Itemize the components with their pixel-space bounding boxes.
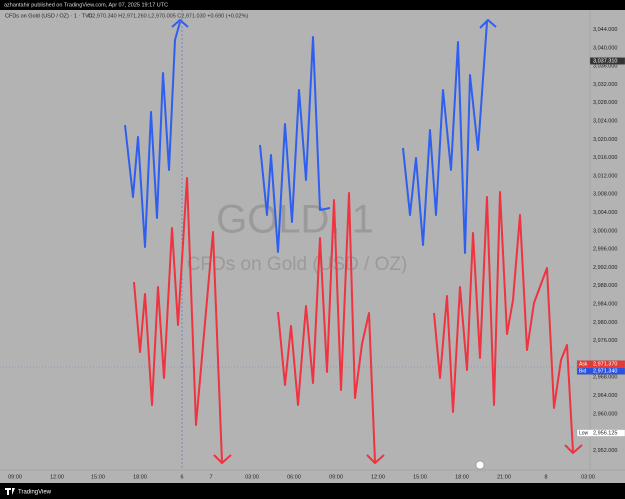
time-label: 18:00 [133,474,147,480]
price-tag [576,429,625,437]
price-tag-value: 2,971.340 [593,368,617,374]
symbol: CFDs on Gold (USD / OZ) · 1 · TVC [5,13,93,19]
logo [5,488,15,495]
time-label: 15:00 [413,474,427,480]
price-label: 2,996.000 [593,247,617,253]
blue-path [259,36,331,253]
price-label: 3,024.000 [593,118,617,124]
time-label: 06:00 [287,474,301,480]
time-label: 15:00 [91,474,105,480]
price-label: 2,992.000 [593,265,617,271]
red-path [133,177,223,463]
price-tag [576,367,625,375]
price-label: 3,036.000 [593,64,617,70]
brand: TradingView [18,490,52,496]
price-label: 2,968.000 [593,375,617,381]
time-label: 09:00 [329,474,343,480]
price-label: 2,964.000 [593,393,617,399]
time-label: 12:00 [50,474,64,480]
time-label: 8 [544,474,547,480]
time-label: 09:00 [8,474,22,480]
watermark-description: CFDs on Gold (USD / OZ) [187,254,408,275]
price-label: 3,000.000 [593,228,617,234]
price-tags: 3,037.310 Ask 2,971.370 Bid 2,971.340 Low 2,95… [576,57,625,437]
price-tag-value: 2,971.370 [593,361,617,367]
ohlc: O2,970.340 H2,971.260 L2,970.005 C2,971.… [88,13,248,19]
bottom-bar [0,483,625,499]
price-tag-label: Bid [579,368,586,374]
price-label: 3,016.000 [593,155,617,161]
price-label: 3,040.000 [593,45,617,51]
price-label: 3,028.000 [593,100,617,106]
time-label: 6 [180,474,183,480]
price-label: 2,984.000 [593,301,617,307]
time-label: 03:00 [581,474,595,480]
price-label: 3,044.000 [593,27,617,33]
blue-path [402,21,488,254]
price-label: 2,960.000 [593,411,617,417]
price-label: 2,976.000 [593,338,617,344]
time-label: 03:00 [245,474,259,480]
icon[interactable] [475,460,485,470]
arrow-head [213,454,232,464]
price-tag-value: 3,037.310 [593,58,617,64]
price-label: 3,008.000 [593,192,617,198]
price-tag [589,57,625,65]
top-bar [0,0,625,10]
arrow-head [171,19,189,28]
time-label: 18:00 [455,474,469,480]
price-tag-label: Ask [579,361,588,367]
time-label: 21:00 [497,474,511,480]
time-axis: 09:00 12:00 15:00 18:00 6 7 03:00 06:00 09:00 12:… [8,474,595,480]
blue-path [124,21,181,248]
time-label: 7 [209,474,212,480]
drawings [124,19,583,464]
time-label: 12:00 [371,474,385,480]
red-path [277,192,376,463]
price-label: 3,032.000 [593,82,617,88]
price-tag-label: Low [579,430,589,436]
price-label: 2,952.000 [593,448,617,454]
chart-area [0,10,625,483]
arrow-head [564,444,583,454]
price-label: 2,988.000 [593,283,617,289]
arrow-head [366,454,385,464]
price-label: 3,004.000 [593,210,617,216]
price-label: 2,980.000 [593,320,617,326]
arrow-head [479,19,497,29]
price-label: 3,012.000 [593,173,617,179]
price-axis: 3,044.000 3,040.000 3,036.000 3,032.000 3,02… [593,27,617,454]
price-tag-value: 2,956.125 [593,430,617,436]
publisher: azhantahir published on TradingView.com,… [4,2,168,8]
red-path [433,191,574,453]
price-label: 3,020.000 [593,137,617,143]
